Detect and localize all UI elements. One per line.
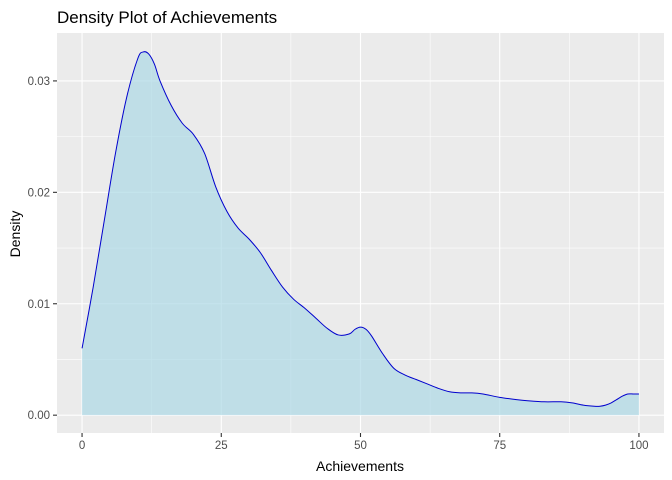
x-tick-label: 50 [354, 440, 367, 452]
density-line [81, 51, 639, 407]
y-tick-label: 0.03 [28, 76, 50, 88]
y-tick-label: 0.02 [28, 187, 50, 199]
x-axis-ticks: 0 25 50 75 100 [79, 433, 649, 452]
x-axis-title: Achievements [316, 458, 404, 474]
x-tick-label: 75 [493, 440, 506, 452]
y-tick-label: 0.00 [28, 410, 50, 422]
density-area [82, 51, 639, 416]
y-tick-label: 0.01 [28, 299, 50, 311]
x-tick-label: 25 [215, 440, 228, 452]
chart-title: Density Plot of Achievements [57, 8, 277, 27]
y-axis-ticks: 0.00 0.01 0.02 0.03 [28, 76, 57, 422]
x-tick-label: 100 [629, 440, 648, 452]
x-tick-label: 0 [79, 440, 85, 452]
y-axis-title: Density [7, 211, 23, 258]
